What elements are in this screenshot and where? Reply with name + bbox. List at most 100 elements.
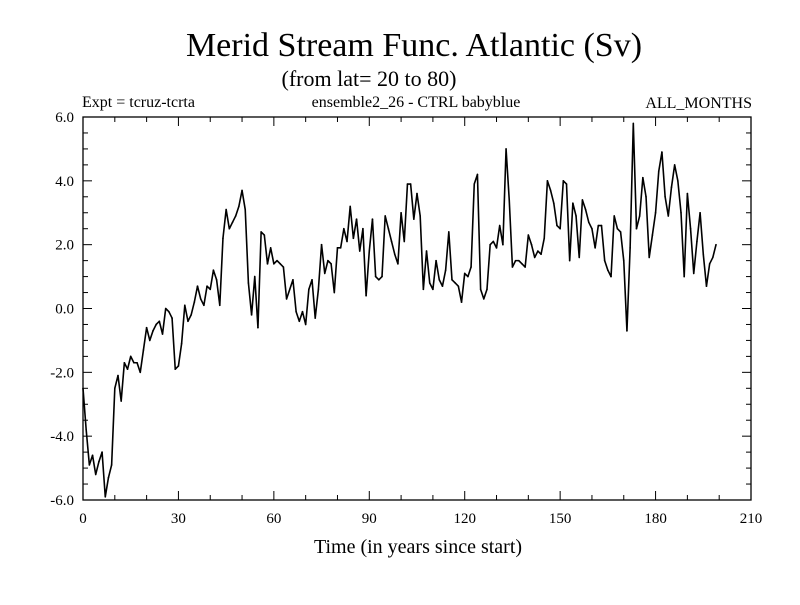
data-point <box>517 259 520 262</box>
data-point <box>133 361 135 364</box>
data-point <box>613 215 616 217</box>
data-point <box>492 240 495 243</box>
data-point <box>168 310 170 313</box>
data-point <box>610 275 612 278</box>
data-point <box>638 215 641 217</box>
data-point <box>358 250 361 252</box>
data-point <box>314 317 317 319</box>
data-point <box>498 224 501 227</box>
data-point <box>193 301 196 303</box>
data-point <box>708 263 711 265</box>
data-point <box>572 202 574 204</box>
data-point <box>530 243 533 246</box>
data-point <box>206 285 208 287</box>
data-point <box>295 310 297 313</box>
data-point <box>540 253 542 256</box>
x-tick-label: 210 <box>740 511 763 527</box>
data-point <box>422 288 425 291</box>
data-point <box>288 288 291 291</box>
y-tick-label: 2.0 <box>55 238 74 254</box>
data-point <box>161 333 164 335</box>
data-point <box>257 326 259 329</box>
data-point <box>622 259 625 262</box>
data-point <box>511 266 514 268</box>
data-point <box>425 250 428 252</box>
y-tick-label: -6.0 <box>50 493 74 509</box>
data-point <box>298 320 301 323</box>
data-point <box>699 211 701 214</box>
data-point <box>581 199 584 201</box>
data-point <box>438 278 441 281</box>
axis-ticks <box>82 116 752 501</box>
chart-subtitle: (from lat= 20 to 80) <box>282 66 457 91</box>
data-point <box>470 266 472 268</box>
data-point <box>94 473 97 476</box>
data-point <box>454 282 456 284</box>
data-point <box>559 227 561 230</box>
data-point <box>473 183 476 185</box>
y-tick-label: -4.0 <box>50 429 74 445</box>
data-point <box>349 205 352 208</box>
data-point <box>104 496 107 498</box>
data-point <box>670 186 673 189</box>
data-point <box>244 208 247 211</box>
data-point <box>657 170 660 173</box>
data-point <box>276 259 278 262</box>
plot-frame <box>82 116 752 501</box>
ensemble-label: ensemble2_26 - CTRL babyblue <box>312 94 521 111</box>
data-point <box>273 263 275 265</box>
data-point <box>578 256 581 259</box>
data-point <box>702 253 705 256</box>
data-point <box>409 183 412 185</box>
data-point <box>82 387 84 390</box>
data-point <box>403 240 406 243</box>
data-point <box>164 307 167 310</box>
data-point <box>648 256 651 259</box>
data-point <box>238 205 240 208</box>
data-point <box>677 180 679 182</box>
data-point <box>603 259 606 262</box>
data-point <box>594 247 596 249</box>
data-point <box>225 208 227 211</box>
data-point <box>476 173 479 176</box>
data-point <box>390 240 393 243</box>
data-point <box>597 224 600 227</box>
data-point <box>562 180 565 182</box>
data-point <box>448 231 450 233</box>
data-point <box>282 266 285 268</box>
data-point <box>428 282 431 284</box>
x-axis-label: Time (in years since start) <box>314 536 522 558</box>
data-point <box>416 192 418 195</box>
data-point <box>651 234 654 236</box>
data-point <box>600 224 603 227</box>
data-point <box>393 253 396 256</box>
data-point <box>323 272 326 275</box>
data-point <box>320 243 323 246</box>
data-point <box>619 231 622 233</box>
data-point <box>441 285 444 287</box>
data-point <box>715 243 717 246</box>
data-point <box>556 224 558 227</box>
data-point <box>632 122 635 125</box>
data-point <box>136 361 138 364</box>
data-point <box>457 285 460 287</box>
data-point <box>212 269 215 272</box>
data-point <box>308 288 310 291</box>
data-point <box>279 263 282 265</box>
data-point <box>712 256 714 259</box>
data-point <box>234 215 237 217</box>
data-point <box>371 218 374 220</box>
data-point <box>584 208 587 211</box>
data-point <box>661 151 663 153</box>
data-point <box>413 218 415 220</box>
data-point <box>527 234 530 236</box>
data-point <box>155 323 157 326</box>
data-point <box>467 275 469 278</box>
data-point <box>374 275 377 278</box>
chart-title: Merid Stream Func. Atlantic (Sv) <box>186 27 642 64</box>
data-point <box>451 278 453 281</box>
data-point <box>587 221 590 224</box>
data-point <box>591 227 593 230</box>
data-point <box>463 272 466 275</box>
experiment-label: Expt = tcruz-tcrta <box>82 94 195 111</box>
